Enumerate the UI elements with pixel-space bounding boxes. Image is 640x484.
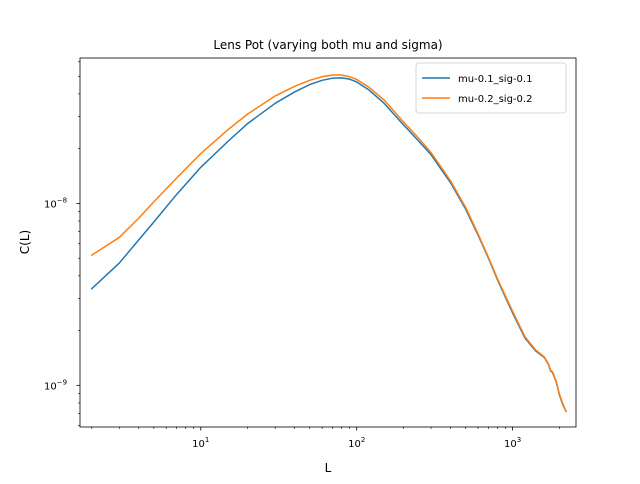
series-line-2 bbox=[90, 74, 567, 413]
plot-series-group bbox=[90, 74, 568, 413]
legend-label-2: mu-0.2_sig-0.2 bbox=[458, 94, 532, 105]
y-axis-ticks: 10−8 10−9 bbox=[44, 61, 80, 426]
legend-box bbox=[415, 62, 567, 114]
plot-frame bbox=[79, 57, 577, 428]
y-axis-label: C(L) bbox=[18, 230, 32, 254]
y-tick-label-1: 10−8 bbox=[44, 196, 67, 210]
x-tick-label-1: 101 bbox=[192, 436, 209, 450]
y-tick-label-2: 10−9 bbox=[44, 378, 67, 392]
legend: mu-0.1_sig-0.1 mu-0.2_sig-0.2 bbox=[415, 62, 567, 114]
x-axis-ticks: 101 102 103 bbox=[91, 427, 560, 450]
x-axis-label: L bbox=[325, 461, 332, 475]
x-tick-label-2: 102 bbox=[348, 436, 365, 450]
chart-title: Lens Pot (varying both mu and sigma) bbox=[213, 38, 442, 52]
x-tick-label-3: 103 bbox=[504, 436, 521, 450]
legend-label-1: mu-0.1_sig-0.1 bbox=[458, 74, 532, 85]
